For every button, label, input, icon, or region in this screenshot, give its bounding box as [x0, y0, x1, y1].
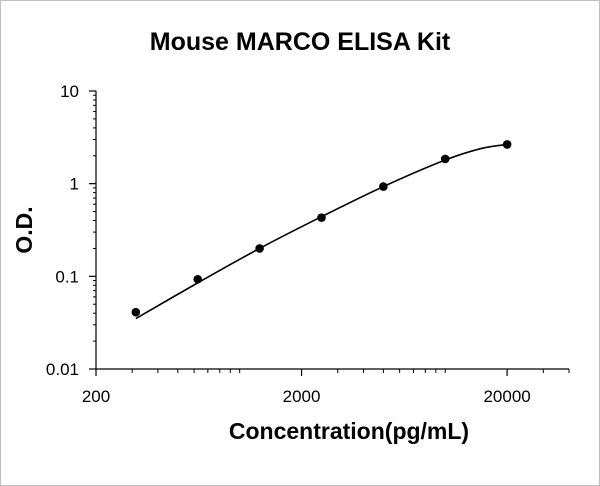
- data-point: [255, 244, 264, 253]
- x-tick-label: 200: [82, 387, 110, 406]
- axes: [95, 91, 569, 370]
- y-tick-label: 0.01: [46, 360, 79, 379]
- fit-curve-group: [135, 143, 508, 320]
- x-axis-title: Concentration(pg/mL): [229, 418, 469, 444]
- x-tick-label: 20000: [483, 387, 530, 406]
- x-tick-label: 2000: [283, 387, 321, 406]
- data-point: [502, 140, 512, 149]
- data-point: [440, 154, 450, 164]
- x-ticks: 200 2000 20000: [82, 369, 570, 406]
- y-tick-label: 0.1: [55, 267, 79, 286]
- y-ticks: 0.01 0.1 1 10: [46, 82, 96, 379]
- data-point: [193, 274, 203, 284]
- data-points: [131, 140, 512, 317]
- y-tick-label: 1: [70, 175, 79, 194]
- fit-curve: [135, 143, 508, 320]
- chart-title: Mouse MARCO ELISA Kit: [149, 28, 451, 56]
- data-point: [317, 213, 326, 222]
- y-axis-title: O.D.: [11, 206, 37, 253]
- y-tick-label: 10: [60, 82, 79, 101]
- data-point: [379, 182, 388, 191]
- data-point: [131, 307, 141, 317]
